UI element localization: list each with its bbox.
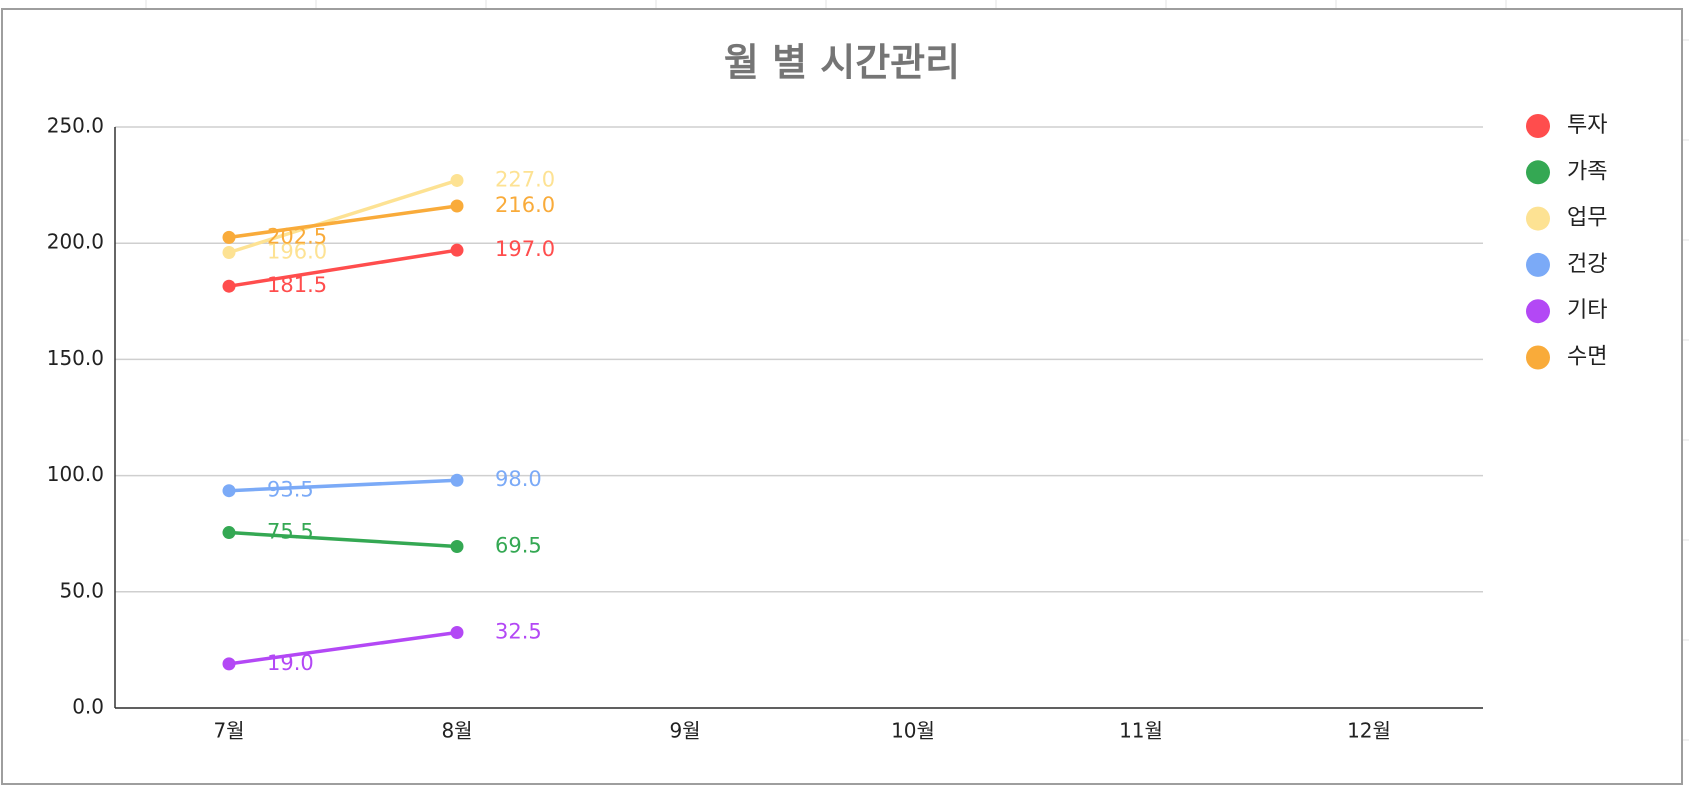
y-tick-label: 250.0 bbox=[47, 114, 104, 138]
data-label: 196.0 bbox=[267, 239, 327, 263]
data-label: 75.5 bbox=[267, 520, 314, 544]
data-point bbox=[222, 279, 236, 293]
x-tick-label: 12월 bbox=[1347, 719, 1391, 743]
data-label: 19.0 bbox=[267, 651, 314, 675]
data-point bbox=[222, 526, 236, 540]
series-line bbox=[228, 248, 458, 288]
data-point bbox=[450, 539, 464, 553]
y-tick-label: 100.0 bbox=[47, 462, 104, 486]
legend-label: 건강 bbox=[1567, 252, 1607, 277]
legend-label: 투자 bbox=[1567, 113, 1607, 138]
series-line bbox=[228, 630, 458, 666]
data-label: 32.5 bbox=[495, 619, 542, 643]
y-tick-label: 50.0 bbox=[59, 578, 104, 602]
data-point bbox=[450, 199, 464, 213]
data-point bbox=[222, 484, 236, 498]
data-label: 197.0 bbox=[495, 237, 555, 261]
data-label: 181.5 bbox=[267, 273, 327, 297]
legend-swatch bbox=[1526, 160, 1550, 185]
legend-label: 수면 bbox=[1567, 345, 1607, 370]
series-line bbox=[228, 530, 458, 549]
x-tick-label: 8월 bbox=[441, 719, 472, 743]
x-tick-label: 7월 bbox=[213, 719, 244, 743]
data-label: 69.5 bbox=[495, 533, 542, 557]
chart-frame bbox=[1, 8, 1683, 785]
legend-swatch bbox=[1526, 299, 1550, 324]
legend-label: 업무 bbox=[1567, 206, 1607, 231]
legend-swatch bbox=[1526, 252, 1550, 277]
series-line bbox=[228, 478, 458, 493]
data-label: 216.0 bbox=[495, 193, 555, 217]
y-tick-label: 200.0 bbox=[47, 230, 104, 254]
legend-swatch bbox=[1526, 345, 1550, 370]
chart-title: 월 별 시간관리 bbox=[724, 41, 960, 85]
data-point bbox=[222, 657, 236, 671]
data-point bbox=[450, 625, 464, 639]
data-point bbox=[450, 243, 464, 257]
x-tick-label: 9월 bbox=[669, 719, 700, 743]
data-label: 227.0 bbox=[495, 167, 555, 191]
legend-label: 가족 bbox=[1567, 159, 1607, 184]
data-point bbox=[450, 473, 464, 487]
data-label: 93.5 bbox=[267, 478, 314, 502]
y-tick-label: 0.0 bbox=[72, 695, 104, 719]
data-point bbox=[222, 245, 236, 259]
legend-label: 기타 bbox=[1567, 298, 1607, 323]
series-line bbox=[228, 178, 458, 255]
data-label: 98.0 bbox=[495, 467, 542, 491]
series-line bbox=[228, 204, 458, 240]
x-tick-label: 10월 bbox=[891, 719, 935, 743]
x-tick-label: 11월 bbox=[1119, 719, 1163, 743]
legend-swatch bbox=[1526, 114, 1550, 138]
y-tick-label: 150.0 bbox=[47, 346, 104, 370]
legend-swatch bbox=[1526, 206, 1550, 231]
data-point bbox=[450, 173, 464, 187]
sheet-grid bbox=[145, 0, 1689, 741]
data-label: 202.5 bbox=[267, 224, 327, 248]
data-point bbox=[222, 230, 236, 244]
